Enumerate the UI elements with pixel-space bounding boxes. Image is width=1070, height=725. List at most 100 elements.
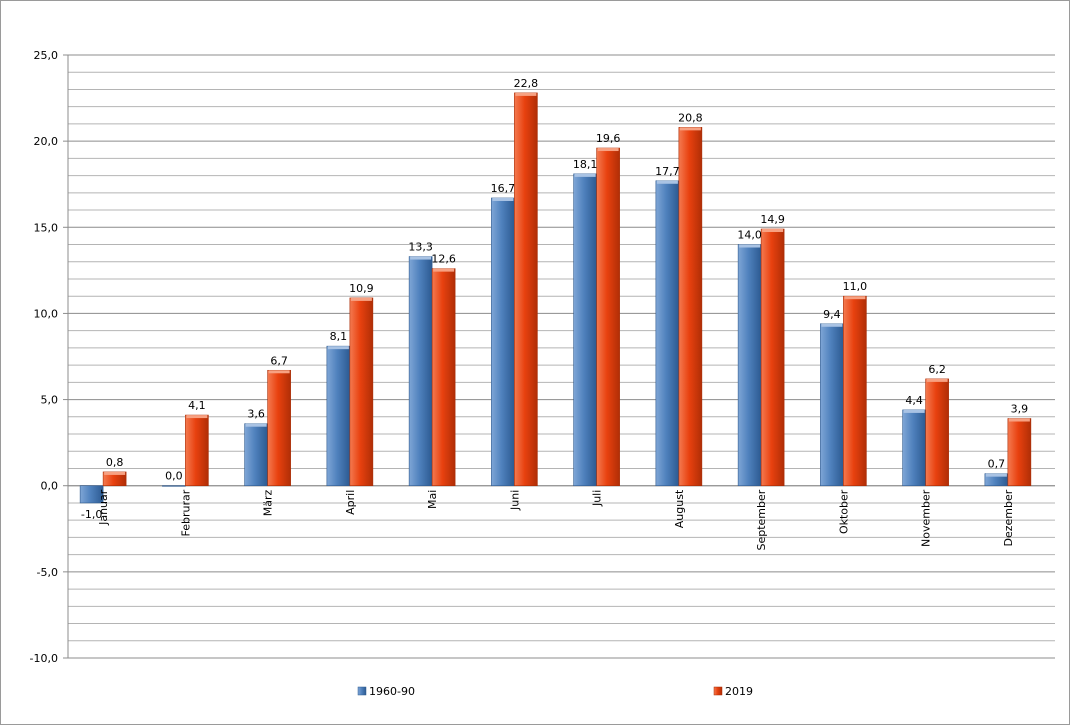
bar-highlight xyxy=(903,409,925,413)
data-label: 0,8 xyxy=(106,456,124,469)
data-labels: -1,0 0,8 0,0 4,1 3,6 6,7 8,1 10,9 13,312,6 16,7 22… xyxy=(81,77,1028,521)
data-label: 0,7 xyxy=(988,458,1006,471)
bar-series2-2 xyxy=(267,369,291,487)
data-label: 0,0 xyxy=(165,470,183,483)
y-tick-label: 10,0 xyxy=(34,307,59,320)
bar-series1-7 xyxy=(655,180,680,487)
bar-series1-3 xyxy=(326,345,351,487)
x-category-label: März xyxy=(262,489,275,516)
bar-highlight xyxy=(492,197,514,201)
legend-swatch xyxy=(713,686,723,696)
bar-highlight xyxy=(350,297,372,301)
legend-label: 2019 xyxy=(725,685,753,698)
bar-highlight xyxy=(844,296,866,300)
data-label: 18,1 xyxy=(573,158,598,171)
bar-series2-4 xyxy=(431,268,456,487)
data-label: 13,3 xyxy=(408,241,433,254)
bar-series2-11 xyxy=(1007,418,1032,487)
legend-swatch xyxy=(357,686,367,696)
bar-series1-0 xyxy=(79,485,104,504)
legend-label: 1960-90 xyxy=(369,685,415,698)
bar-highlight xyxy=(245,423,267,427)
bar-highlight xyxy=(433,268,455,272)
bar-series1-4 xyxy=(408,256,433,487)
data-label: 14,9 xyxy=(760,213,785,226)
x-category-label: Mai xyxy=(426,490,439,509)
bar-series2-3 xyxy=(349,297,374,487)
category-labels: Januar Februrar März April Mai Juni Juli August… xyxy=(97,489,1015,550)
x-category-label: Juni xyxy=(508,490,521,511)
bar-series1-1 xyxy=(162,485,186,487)
bar-series1-9 xyxy=(820,323,844,487)
bar-highlight xyxy=(821,323,843,327)
data-label: 11,0 xyxy=(843,280,868,293)
bar-highlight xyxy=(739,244,761,248)
x-category-label: September xyxy=(755,489,768,550)
data-label: 19,6 xyxy=(596,132,621,145)
bar-series2-7 xyxy=(678,127,703,487)
bar-series2-6 xyxy=(596,147,620,487)
y-tick-label: 20,0 xyxy=(34,135,59,148)
data-label: 6,2 xyxy=(928,363,946,376)
data-label: 8,1 xyxy=(330,330,348,343)
bar-series2-5 xyxy=(514,92,538,487)
x-category-label: Juli xyxy=(591,490,604,507)
x-category-label: April xyxy=(344,490,357,515)
bar-highlight xyxy=(186,415,208,419)
data-label: 10,9 xyxy=(349,282,374,295)
data-label: 20,8 xyxy=(678,111,703,124)
bars xyxy=(79,92,1032,504)
bar-series2-8 xyxy=(760,228,785,487)
bar-highlight xyxy=(327,346,349,350)
bar-highlight xyxy=(762,229,784,233)
x-category-label: Januar xyxy=(97,489,110,526)
data-label: 4,1 xyxy=(188,399,206,412)
legend: 1960-90 2019 xyxy=(357,685,753,698)
axes: 25,0 20,0 15,0 10,0 5,0 0,0 -5,0 -10,0 xyxy=(30,49,1055,665)
bar-series1-2 xyxy=(244,423,268,487)
data-label: 4,4 xyxy=(905,394,923,407)
grid-lines xyxy=(68,54,1055,659)
bar-highlight xyxy=(410,256,432,260)
data-label: -1,0 xyxy=(81,508,102,521)
data-label: 12,6 xyxy=(431,253,456,266)
y-tick-label: 25,0 xyxy=(34,49,59,62)
data-label: 16,7 xyxy=(491,182,516,195)
y-tick-label: -5,0 xyxy=(37,566,58,579)
y-tick-label: 15,0 xyxy=(34,221,59,234)
bar-highlight xyxy=(1008,418,1030,422)
data-label: 17,7 xyxy=(655,165,680,178)
bar-series1-10 xyxy=(902,409,926,487)
y-tick-label: 5,0 xyxy=(41,394,59,407)
bar-highlight xyxy=(656,180,678,184)
bar-highlight xyxy=(515,92,537,96)
bar-highlight xyxy=(574,173,596,177)
data-label: 3,9 xyxy=(1011,403,1029,416)
data-label: 14,0 xyxy=(737,229,762,242)
x-category-label: Oktober xyxy=(837,489,850,534)
bar-highlight xyxy=(926,378,948,382)
y-tick-label: 0,0 xyxy=(41,480,59,493)
y-tick-label: -10,0 xyxy=(30,652,58,665)
x-category-label: Dezember xyxy=(1002,489,1015,546)
data-label: 6,7 xyxy=(270,354,288,367)
x-category-label: November xyxy=(920,489,933,547)
data-label: 3,6 xyxy=(247,408,265,421)
data-label: 9,4 xyxy=(823,308,841,321)
bar-series1-8 xyxy=(737,244,762,487)
bar-highlight xyxy=(679,127,701,131)
bar-series2-1 xyxy=(185,414,209,487)
x-category-label: Februrar xyxy=(179,489,192,536)
bar-series1-5 xyxy=(491,197,515,487)
data-label: 22,8 xyxy=(514,77,539,90)
bar-highlight xyxy=(104,471,126,475)
bar-series2-9 xyxy=(843,295,867,487)
bar-series2-10 xyxy=(925,378,949,487)
bar-series1-6 xyxy=(573,173,597,487)
x-category-label: August xyxy=(673,489,686,528)
bar-highlight xyxy=(268,370,290,374)
bar-highlight xyxy=(597,148,619,152)
bar-highlight xyxy=(985,473,1007,477)
